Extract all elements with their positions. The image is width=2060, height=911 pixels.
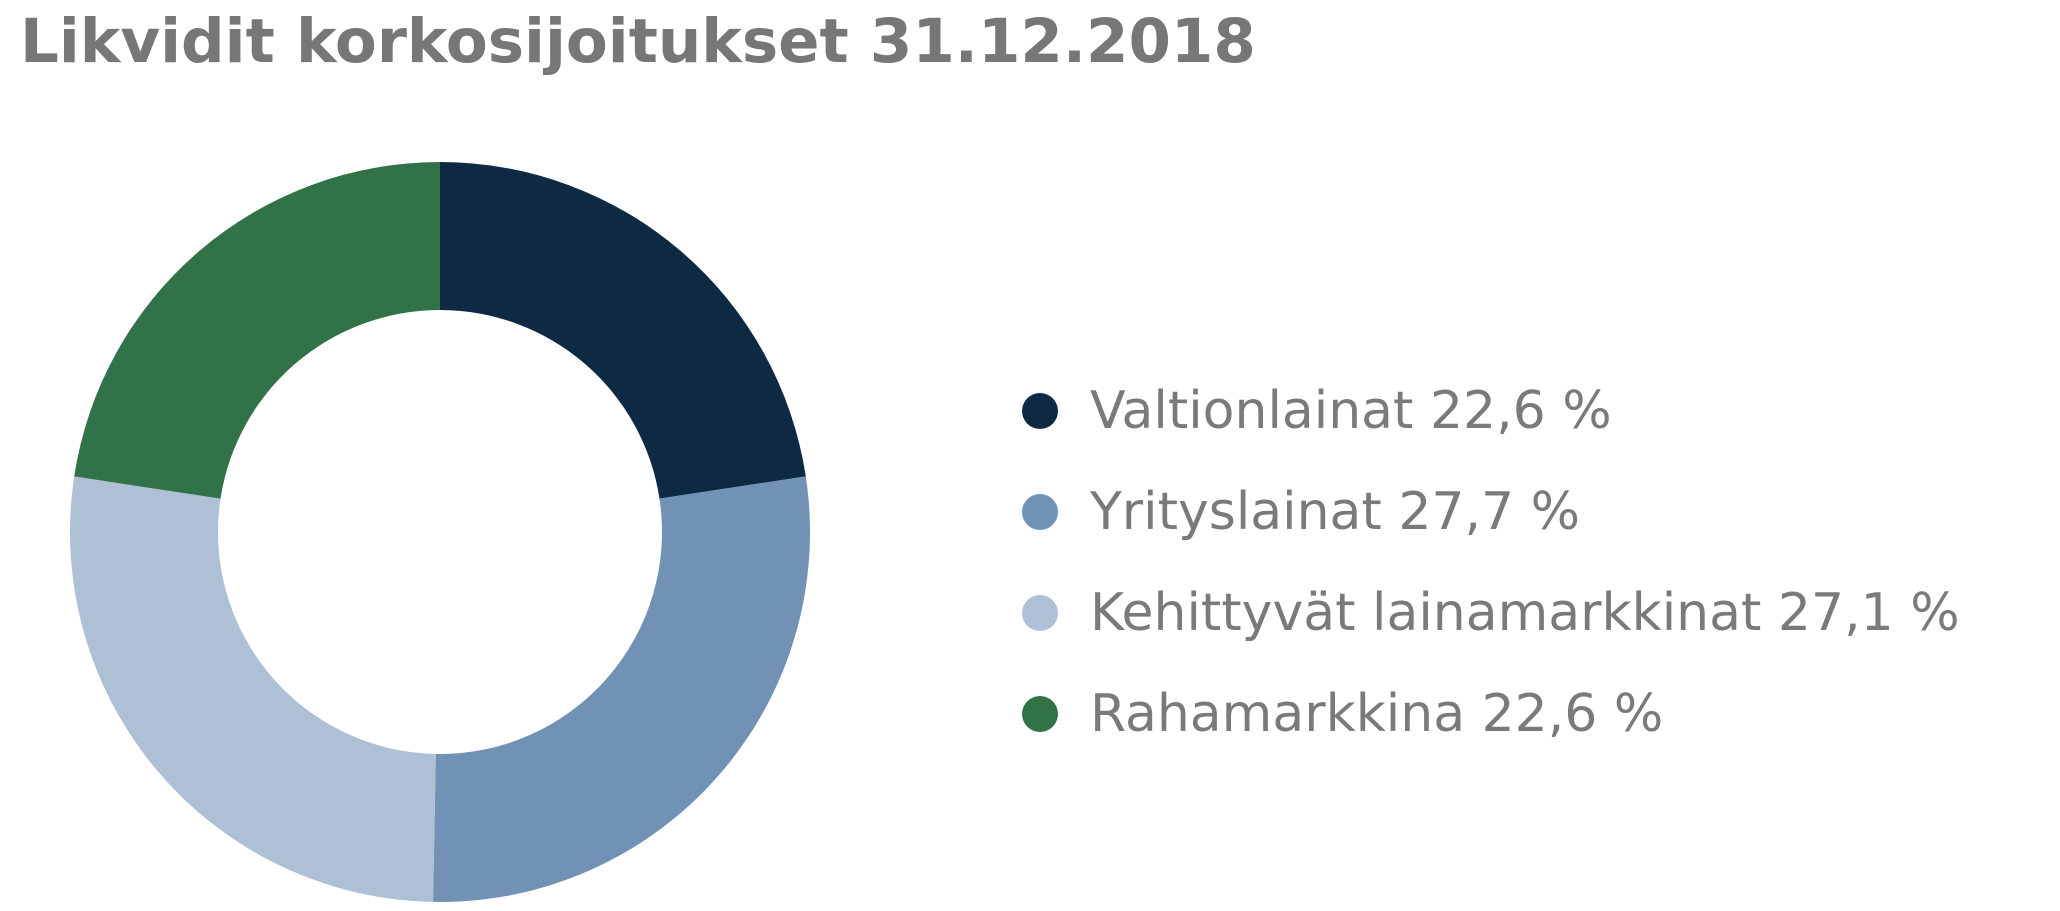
donut-slice-yrityslainat [433,476,810,902]
legend-swatch [1022,695,1058,732]
chart-legend: Valtionlainat 22,6 % Yrityslainat 27,7 %… [1022,360,1960,764]
donut-chart [69,162,810,902]
legend-swatch [1022,594,1058,631]
legend-swatch [1022,392,1058,429]
legend-label: Yrityslainat 27,7 % [1090,481,1581,542]
donut-slice-kehittyv-t-lainamarkkinat [69,476,436,902]
legend-label: Rahamarkkina 22,6 % [1090,683,1664,744]
legend-item-kehittyvat-lainamarkkinat: Kehittyvät lainamarkkinat 27,1 % [1022,562,1960,663]
legend-label: Kehittyvät lainamarkkinat 27,1 % [1090,582,1960,643]
legend-swatch [1022,493,1058,530]
legend-label: Valtionlainat 22,6 % [1090,380,1612,441]
legend-item-valtionlainat: Valtionlainat 22,6 % [1022,360,1960,461]
chart-title: Likvidit korkosijoitukset 31.12.2018 [20,6,1256,77]
donut-slice-rahamarkkina [74,162,440,499]
donut-slice-valtionlainat [440,162,806,499]
legend-item-rahamarkkina: Rahamarkkina 22,6 % [1022,663,1960,764]
legend-item-yrityslainat: Yrityslainat 27,7 % [1022,461,1960,562]
